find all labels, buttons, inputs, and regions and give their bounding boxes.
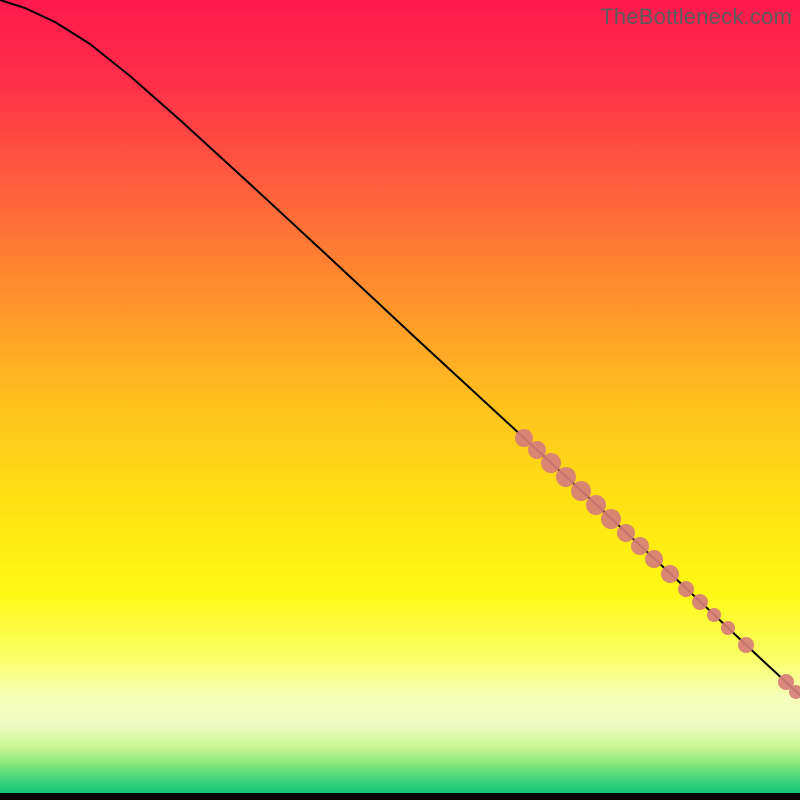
bg-gradient-svg — [0, 0, 800, 800]
chart-canvas: TheBottleneck.com — [0, 0, 800, 800]
scatter-dot — [601, 509, 621, 529]
bottom-border — [0, 793, 800, 800]
scatter-dot — [645, 550, 663, 568]
gradient-rect — [0, 0, 800, 800]
scatter-dot — [721, 621, 735, 635]
scatter-dot — [541, 453, 561, 473]
scatter-dot — [586, 495, 606, 515]
scatter-dot — [678, 581, 694, 597]
scatter-dot — [556, 467, 576, 487]
scatter-dot — [571, 481, 591, 501]
scatter-dot — [707, 608, 721, 622]
scatter-dot — [631, 537, 649, 555]
scatter-dot — [738, 637, 754, 653]
watermark-text: TheBottleneck.com — [600, 4, 792, 30]
scatter-dot — [692, 594, 708, 610]
scatter-dot — [528, 441, 546, 459]
scatter-dot — [661, 565, 679, 583]
scatter-dot — [617, 524, 635, 542]
